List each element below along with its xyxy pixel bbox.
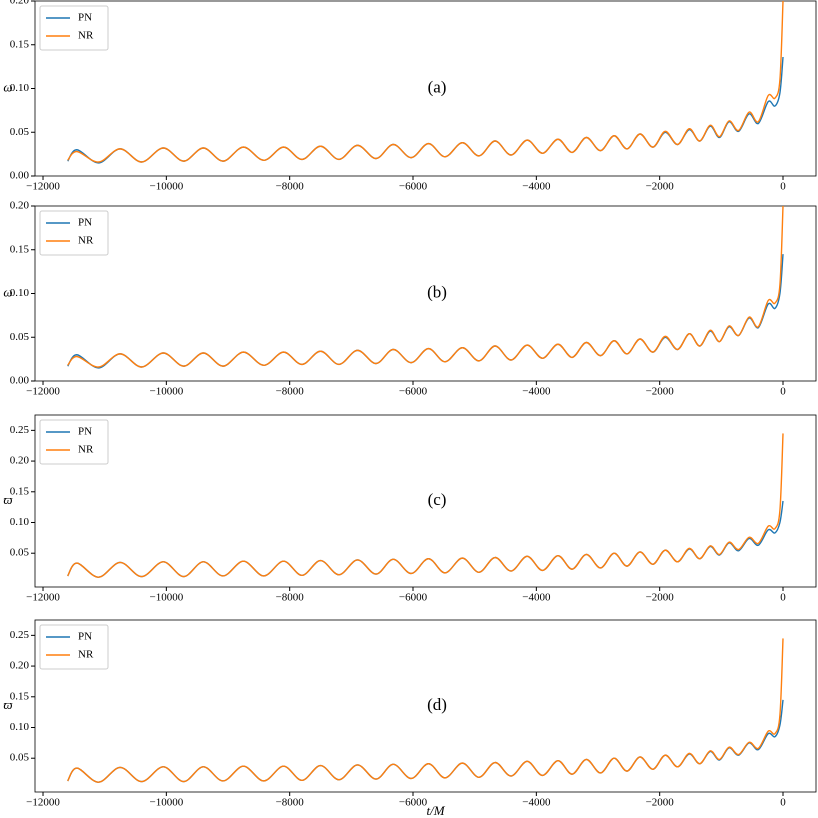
legend-label: PN bbox=[78, 426, 92, 438]
y-tick-label: 0.10 bbox=[10, 287, 30, 299]
y-tick-label: 0.15 bbox=[10, 690, 30, 702]
x-tick-label: −6000 bbox=[399, 592, 428, 604]
y-tick-label: 0.20 bbox=[10, 0, 30, 7]
y-axis-label: ϖ bbox=[3, 697, 13, 712]
x-tick-label: −2000 bbox=[646, 592, 675, 604]
y-tick-label: 0.15 bbox=[10, 485, 30, 497]
x-tick-label: −8000 bbox=[276, 797, 305, 809]
x-tick-label: −4000 bbox=[522, 386, 551, 398]
x-tick-label: −10000 bbox=[149, 797, 183, 809]
plot-frame bbox=[34, 619, 817, 793]
y-tick-label: 0.10 bbox=[10, 721, 30, 733]
annotation: (b) bbox=[427, 282, 447, 301]
series-line bbox=[67, 56, 784, 164]
y-tick-label: 0.00 bbox=[10, 375, 30, 387]
y-tick-label: 0.15 bbox=[10, 243, 30, 255]
panel: 0.05 0.10 0.15 0.20 0.25 −12000 −10000 −8000 −60… bbox=[3, 619, 817, 818]
x-tick-label: −10000 bbox=[149, 386, 183, 398]
x-tick-label: −2000 bbox=[646, 181, 675, 193]
annotation: (d) bbox=[427, 695, 447, 714]
y-axis-label: ϖ bbox=[3, 492, 13, 507]
plot-frame bbox=[34, 414, 817, 588]
x-tick-label: −6000 bbox=[399, 797, 428, 809]
y-tick-label: 0.20 bbox=[10, 660, 30, 672]
x-tick-label: −8000 bbox=[276, 386, 305, 398]
series-line bbox=[67, 638, 784, 783]
y-tick-label: 0.20 bbox=[10, 455, 30, 467]
series-line bbox=[67, 1, 784, 163]
y-tick-label: 0.05 bbox=[10, 331, 30, 343]
x-tick-label: −12000 bbox=[26, 181, 60, 193]
y-tick-label: 0.25 bbox=[10, 629, 30, 641]
legend-label: PN bbox=[78, 12, 92, 24]
x-tick-label: 0 bbox=[780, 797, 786, 809]
legend-label: NR bbox=[78, 235, 94, 247]
annotation: (a) bbox=[428, 77, 447, 96]
x-tick-label: −2000 bbox=[646, 797, 675, 809]
legend-label: NR bbox=[78, 30, 94, 42]
legend-label: PN bbox=[78, 631, 92, 643]
x-tick-label: −6000 bbox=[399, 386, 428, 398]
x-tick-label: −10000 bbox=[149, 181, 183, 193]
legend-box bbox=[39, 210, 109, 256]
series-line bbox=[67, 433, 784, 578]
x-tick-label: −10000 bbox=[149, 592, 183, 604]
x-tick-label: −8000 bbox=[276, 181, 305, 193]
x-tick-label: 0 bbox=[780, 386, 786, 398]
y-axis-label: ω bbox=[3, 284, 12, 299]
x-tick-label: 0 bbox=[780, 592, 786, 604]
panel: 0.00 0.05 0.10 0.15 0.20 −12000 −10000 −8000 −60… bbox=[3, 200, 817, 398]
panel: 0.05 0.10 0.15 0.20 0.25 −12000 −10000 −8000 −60… bbox=[3, 414, 817, 604]
y-tick-label: 0.05 bbox=[10, 126, 30, 138]
plot-frame bbox=[34, 205, 817, 382]
y-axis-label: ω bbox=[3, 79, 12, 94]
series-line bbox=[67, 500, 784, 578]
legend-box bbox=[39, 624, 109, 670]
legend-label: PN bbox=[78, 217, 92, 229]
plot-frame bbox=[34, 0, 817, 177]
panel: 0.00 0.05 0.10 0.15 0.20 −12000 −10000 −8000 −60… bbox=[3, 0, 817, 193]
y-tick-label: 0.00 bbox=[10, 170, 30, 182]
y-tick-label: 0.20 bbox=[10, 200, 30, 212]
legend-box bbox=[39, 419, 109, 465]
y-tick-label: 0.25 bbox=[10, 424, 30, 436]
x-tick-label: −12000 bbox=[26, 592, 60, 604]
annotation: (c) bbox=[428, 490, 447, 509]
y-tick-label: 0.15 bbox=[10, 38, 30, 50]
x-tick-label: −12000 bbox=[26, 797, 60, 809]
series-line bbox=[67, 699, 784, 783]
y-tick-label: 0.10 bbox=[10, 82, 30, 94]
x-tick-label: −2000 bbox=[646, 386, 675, 398]
y-tick-label: 0.05 bbox=[10, 547, 30, 559]
legend-label: NR bbox=[78, 444, 94, 456]
x-tick-label: −6000 bbox=[399, 181, 428, 193]
legend-box bbox=[39, 5, 109, 51]
x-tick-label: −4000 bbox=[522, 181, 551, 193]
x-tick-label: −4000 bbox=[522, 592, 551, 604]
x-tick-label: −12000 bbox=[26, 386, 60, 398]
series-line bbox=[67, 206, 784, 368]
x-tick-label: −8000 bbox=[276, 592, 305, 604]
y-tick-label: 0.10 bbox=[10, 516, 30, 528]
y-tick-label: 0.05 bbox=[10, 752, 30, 764]
x-axis-label: t/M bbox=[426, 803, 445, 818]
x-tick-label: 0 bbox=[780, 181, 786, 193]
legend-label: NR bbox=[78, 649, 94, 661]
x-tick-label: −4000 bbox=[522, 797, 551, 809]
